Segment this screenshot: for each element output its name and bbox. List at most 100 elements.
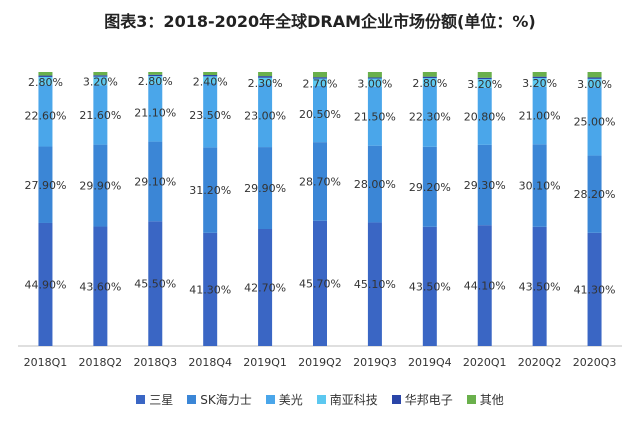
data-label: 25.00% <box>574 115 616 128</box>
bar-segment-2018Q1-s3 <box>38 76 53 85</box>
bar-segment-2020Q1-s5 <box>477 72 492 78</box>
bar-segment-2019Q3-s5 <box>367 72 382 78</box>
data-label: 28.00% <box>354 178 396 191</box>
bar-segment-2020Q2-s3 <box>532 78 547 87</box>
data-label: 29.10% <box>134 175 176 188</box>
x-tick-label: 2020Q2 <box>518 356 562 369</box>
legend-label: 美光 <box>278 393 303 407</box>
bar-segment-2020Q1-s0 <box>477 225 492 346</box>
bar-segment-2019Q1-s1 <box>258 147 273 230</box>
data-label: 22.30% <box>409 110 451 123</box>
data-label: 43.50% <box>409 280 451 293</box>
x-tick-label: 2018Q2 <box>79 356 123 369</box>
bar-segment-2019Q1-s4 <box>258 76 273 78</box>
legend-label: 三星 <box>149 393 174 407</box>
bar-segment-2018Q2-s4 <box>93 75 108 77</box>
data-label: 2.80% <box>138 75 173 88</box>
legend-item: 南亚科技 <box>316 391 378 408</box>
chart-title: 图表3：2018-2020年全球DRAM企业市场份额(单位：%) <box>104 12 536 31</box>
bar-segment-2019Q4-s0 <box>422 226 437 346</box>
bar-segment-2018Q1-s4 <box>38 75 53 77</box>
data-label: 43.50% <box>519 280 561 293</box>
bar-segment-2018Q4-s1 <box>203 147 218 233</box>
data-label: 3.20% <box>467 78 502 91</box>
bar-segment-2018Q4-s4 <box>203 75 218 77</box>
bar-segment-2020Q3-s5 <box>587 72 602 78</box>
bar-segment-2018Q2-s0 <box>93 226 108 346</box>
bar-segment-2020Q2-s4 <box>532 76 547 79</box>
bar-segment-2018Q3-s4 <box>148 74 163 77</box>
legend-label: 华邦电子 <box>404 393 453 407</box>
data-label: 44.90% <box>24 278 66 291</box>
legend-label: 其他 <box>479 393 504 407</box>
bar-segment-2018Q4-s0 <box>203 232 218 346</box>
x-tick-label: 2019Q2 <box>298 356 342 369</box>
bar-segment-2020Q3-s4 <box>587 77 602 79</box>
data-label: 21.60% <box>79 109 121 122</box>
bar-segment-2019Q3-s2 <box>367 86 382 146</box>
data-label: 28.20% <box>574 188 616 201</box>
bar-segment-2020Q3-s3 <box>587 78 602 88</box>
bar-segment-2020Q1-s1 <box>477 144 492 226</box>
bar-segment-2019Q3-s4 <box>367 77 382 79</box>
bar-segment-2020Q3-s0 <box>587 232 602 346</box>
data-label: 3.00% <box>357 78 392 91</box>
bar-segment-2018Q2-s5 <box>93 72 108 76</box>
bar-segment-2019Q2-s0 <box>313 220 327 346</box>
bar-segment-2020Q2-s0 <box>532 226 547 346</box>
bar-segment-2018Q1-s5 <box>38 72 53 76</box>
data-label: 45.10% <box>354 278 396 291</box>
bar-segment-2020Q1-s2 <box>477 87 492 145</box>
bar-segment-2019Q2-s3 <box>313 78 327 86</box>
data-label: 20.80% <box>464 110 506 123</box>
data-label: 29.90% <box>244 182 286 195</box>
data-label: 2.80% <box>28 76 63 89</box>
data-label: 23.00% <box>244 110 286 123</box>
data-label: 3.20% <box>522 77 557 90</box>
bar-segment-2018Q3-s3 <box>148 76 163 84</box>
bar-segment-2019Q1-s5 <box>258 72 273 77</box>
data-label: 29.90% <box>79 180 121 193</box>
chart-legend: 三星 SK海力士 美光 南亚科技 华邦电子 其他 <box>0 391 640 408</box>
bar-segment-2019Q1-s0 <box>258 229 273 346</box>
data-label: 21.50% <box>354 110 396 123</box>
x-tick-label: 2018Q4 <box>188 356 232 369</box>
x-tick-label: 2019Q4 <box>408 356 452 369</box>
bar-segment-2019Q4-s4 <box>422 76 437 79</box>
bar-segment-2019Q3-s3 <box>367 78 382 87</box>
data-label: 45.70% <box>299 277 341 290</box>
bar-segment-2019Q2-s5 <box>313 72 327 78</box>
legend-item: SK海力士 <box>187 391 252 408</box>
data-label: 21.10% <box>134 107 176 120</box>
bar-segment-2018Q3-s0 <box>148 221 163 346</box>
bar-segment-2018Q4-s3 <box>203 76 218 83</box>
bar-segment-2019Q2-s1 <box>313 142 327 221</box>
x-tick-label: 2020Q1 <box>463 356 507 369</box>
legend-swatch <box>187 395 197 404</box>
bar-segment-2018Q3-s2 <box>148 83 163 142</box>
data-label: 21.00% <box>519 110 561 123</box>
bar-segment-2019Q4-s3 <box>422 78 437 86</box>
legend-item: 华邦电子 <box>391 391 453 408</box>
data-label: 29.30% <box>464 179 506 192</box>
data-label: 31.20% <box>189 184 231 197</box>
bar-segment-2019Q3-s1 <box>367 145 382 223</box>
bar-segment-2018Q4-s5 <box>203 72 218 76</box>
legend-item: 美光 <box>265 391 303 408</box>
bar-segment-2019Q3-s0 <box>367 222 382 346</box>
bar-segment-2019Q2-s4 <box>313 77 327 79</box>
data-label: 41.30% <box>574 283 616 296</box>
bar-segment-2019Q1-s2 <box>258 84 273 148</box>
data-label: 43.60% <box>79 280 121 293</box>
legend-swatch <box>265 395 275 404</box>
bar-segment-2020Q2-s1 <box>532 144 547 227</box>
x-tick-label: 2019Q3 <box>353 356 397 369</box>
data-label: 2.80% <box>412 77 447 90</box>
data-label: 30.10% <box>519 180 561 193</box>
legend-label: 南亚科技 <box>329 393 378 407</box>
bar-segment-2018Q3-s1 <box>148 141 163 222</box>
bar-segment-2019Q4-s1 <box>422 146 437 227</box>
data-label: 45.50% <box>134 278 176 291</box>
bar-segment-2020Q1-s4 <box>477 77 492 80</box>
